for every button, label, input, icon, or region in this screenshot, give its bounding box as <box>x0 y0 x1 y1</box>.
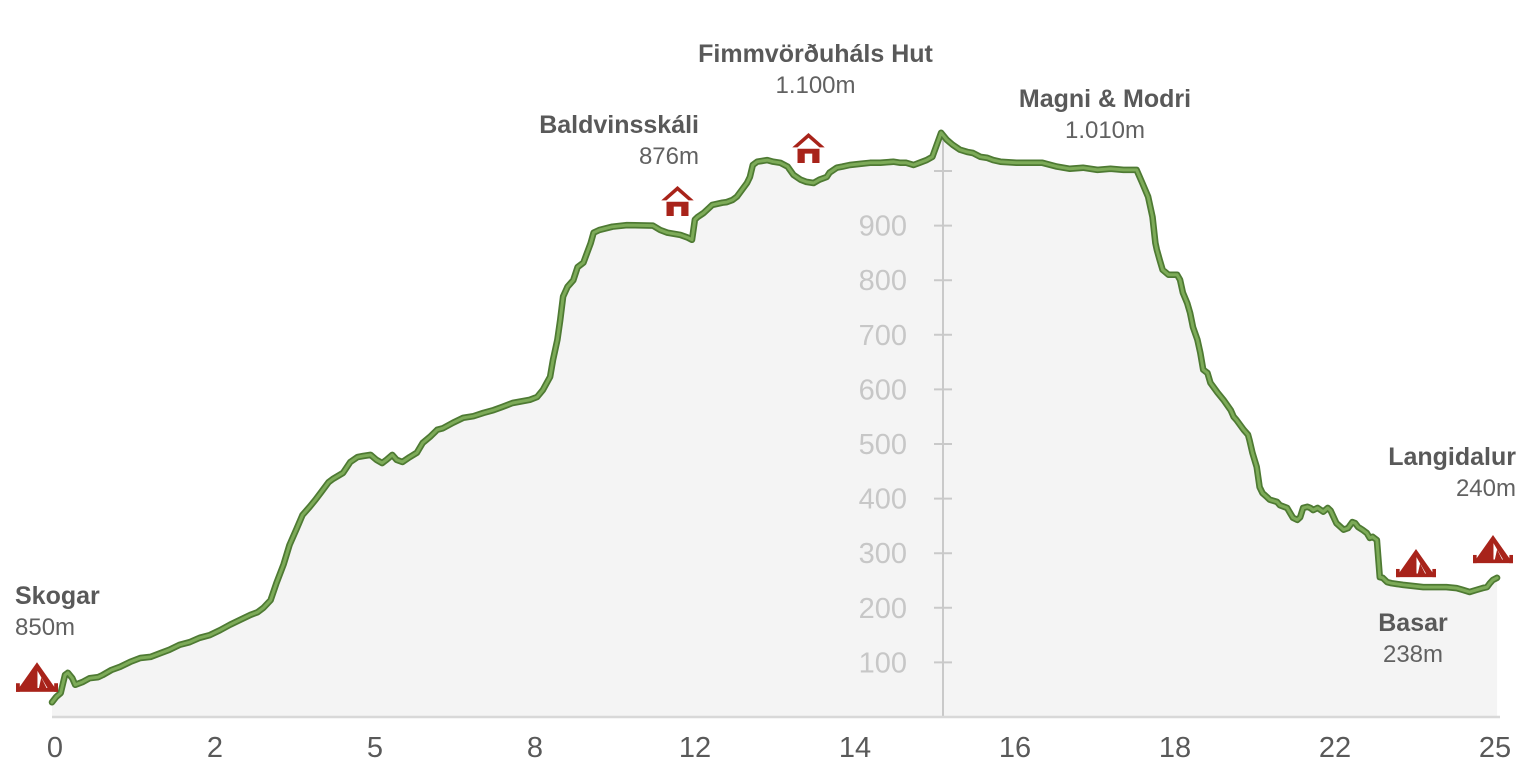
y-axis-label: 700 <box>859 320 907 352</box>
x-axis-label: 2 <box>207 732 223 764</box>
y-axis-label: 800 <box>859 265 907 297</box>
y-axis-label: 600 <box>859 374 907 406</box>
campsite-tent-icon <box>16 661 58 694</box>
hut-icon <box>661 186 694 216</box>
x-axis-label: 0 <box>47 732 63 764</box>
x-axis-label: 8 <box>527 732 543 764</box>
elevation-line <box>50 131 1499 704</box>
x-axis-label: 18 <box>1159 732 1191 764</box>
y-axis-label: 300 <box>859 538 907 570</box>
x-axis-label: 22 <box>1319 732 1351 764</box>
y-axis-label: 900 <box>859 211 907 243</box>
y-axis-label: 500 <box>859 429 907 461</box>
y-axis-label: 200 <box>859 593 907 625</box>
y-axis-label: 400 <box>859 484 907 516</box>
station-elevation: 1.100m <box>775 72 856 99</box>
x-axis-label: 12 <box>679 732 711 764</box>
y-axis-label: 100 <box>859 647 907 679</box>
station-name: Basar <box>1378 609 1448 637</box>
elevation-area-fill <box>52 132 1498 718</box>
hut-icon <box>792 133 825 163</box>
station-name: Fimmvörðuháls Hut <box>698 40 933 68</box>
station-elevation: 876m <box>638 143 699 170</box>
station-label-skogar: Skogar 850m <box>15 581 100 645</box>
station-name: Magni & Modri <box>1018 85 1192 113</box>
station-label-langidalur: Langidalur 240m <box>1316 442 1516 506</box>
station-name: Skogar <box>15 582 100 610</box>
station-elevation: 240m <box>1455 475 1516 502</box>
x-axis-label: 16 <box>999 732 1031 764</box>
station-name: Langidalur <box>1388 443 1516 471</box>
station-label-baldvinsskali: Baldvinsskáli 876m <box>499 110 699 174</box>
station-elevation: 850m <box>15 614 76 641</box>
station-label-fimmvorduhals-hut: Fimmvörðuháls Hut 1.100m <box>688 39 943 103</box>
x-axis-label: 25 <box>1479 732 1511 764</box>
campsite-tent-icon <box>1396 548 1436 579</box>
station-elevation: 1.010m <box>1064 117 1146 144</box>
x-axis-label: 14 <box>839 732 871 764</box>
station-label-magni-modri: Magni & Modri 1.010m <box>1005 84 1205 148</box>
station-name: Baldvinsskáli <box>539 111 699 139</box>
station-label-basar: Basar 238m <box>1313 608 1513 672</box>
campsite-tent-icon <box>1473 534 1513 565</box>
x-axis-label: 5 <box>367 732 383 764</box>
station-elevation: 238m <box>1382 641 1444 668</box>
